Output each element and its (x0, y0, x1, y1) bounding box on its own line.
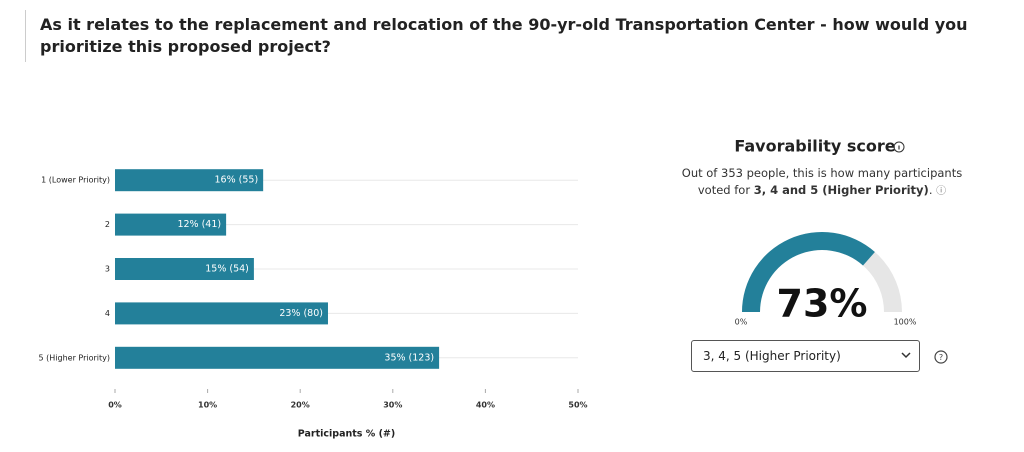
gauge-label: 73% (777, 282, 868, 326)
bar (115, 169, 264, 192)
desc-bold: 3, 4 and 5 (Higher Priority) (753, 183, 929, 197)
value-label: 35% (123) (384, 352, 434, 363)
x-tick-label: 40% (476, 401, 495, 410)
gauge-value (742, 231, 875, 312)
x-axis-label: Participants % (#) (298, 429, 395, 440)
y-tick-label: 2 (105, 220, 110, 229)
help-icon[interactable] (934, 350, 948, 364)
bar (115, 213, 227, 236)
x-tick-label: 10% (198, 401, 217, 410)
value-label: 16% (55) (215, 175, 259, 186)
y-tick-label: 5 (Higher Priority) (39, 353, 111, 362)
info-icon[interactable] (893, 141, 905, 153)
gauge-tick-label: 0% (735, 318, 748, 327)
bar (115, 346, 440, 369)
x-tick-label: 30% (383, 401, 402, 410)
y-tick-label: 3 (105, 265, 110, 274)
question-title: As it relates to the replacement and rel… (40, 15, 968, 56)
favorability-title: Favorability score (734, 137, 895, 156)
bar (115, 258, 254, 280)
value-label: 12% (41) (177, 219, 221, 230)
x-tick-label: 50% (568, 401, 587, 410)
help-icon-mark: ? (939, 353, 943, 362)
x-tick-label: 0% (108, 401, 122, 410)
divider (25, 10, 26, 62)
x-tick-label: 20% (291, 401, 310, 410)
y-tick-label: 4 (105, 309, 110, 318)
favorability-description: Out of 353 people, this is how many part… (672, 165, 972, 200)
value-label: 15% (54) (205, 264, 249, 275)
dropdown-chevron (901, 352, 911, 359)
desc-end: . (928, 183, 933, 197)
help-icon[interactable]: ⓘ (936, 186, 947, 197)
dropdown[interactable]: 3, 4, 5 (Higher Priority) (691, 340, 920, 372)
desc-text: Out of 353 people, this is how many part… (681, 166, 963, 197)
gauge-tick-label: 100% (894, 318, 917, 327)
value-label: 23% (80) (279, 308, 323, 319)
y-tick-label: 1 (Lower Priority) (41, 176, 110, 185)
bar (115, 302, 328, 325)
